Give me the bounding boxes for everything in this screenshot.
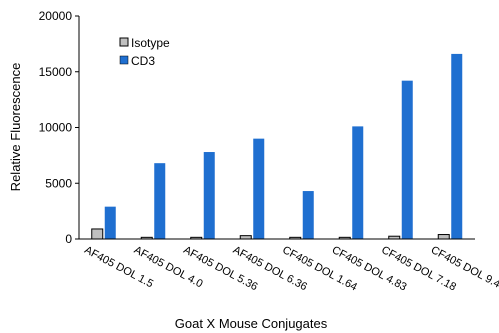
bar-cd3 — [104, 206, 116, 239]
legend-swatch-cd3 — [119, 55, 129, 65]
bars — [91, 53, 463, 240]
bar-cd3 — [253, 138, 265, 239]
bar-cd3 — [203, 152, 215, 239]
y-tick-label: 0 — [65, 232, 72, 246]
bar-cd3 — [302, 191, 314, 239]
bar-isotype — [239, 235, 252, 240]
y-axis-ticks: 0 5000 10000 15000 20000 — [39, 9, 79, 246]
legend: Isotype CD3 — [119, 36, 170, 68]
y-tick-label: 15000 — [39, 65, 73, 79]
y-tick-label: 5000 — [45, 176, 72, 190]
y-axis-title: Relative Fluorescence — [8, 63, 23, 192]
bar-cd3 — [401, 80, 413, 239]
legend-label-isotype: Isotype — [131, 36, 170, 50]
bar-cd3 — [154, 163, 166, 239]
y-tick-label: 10000 — [39, 121, 73, 135]
x-axis-title: Goat X Mouse Conjugates — [175, 316, 328, 331]
y-tick-label: 20000 — [39, 9, 73, 23]
bar-isotype — [91, 228, 104, 240]
bar-cd3 — [352, 126, 364, 239]
bar-cd3 — [451, 53, 463, 239]
legend-label-cd3: CD3 — [131, 54, 155, 68]
bar-isotype — [437, 234, 450, 240]
legend-swatch-isotype — [119, 37, 129, 47]
